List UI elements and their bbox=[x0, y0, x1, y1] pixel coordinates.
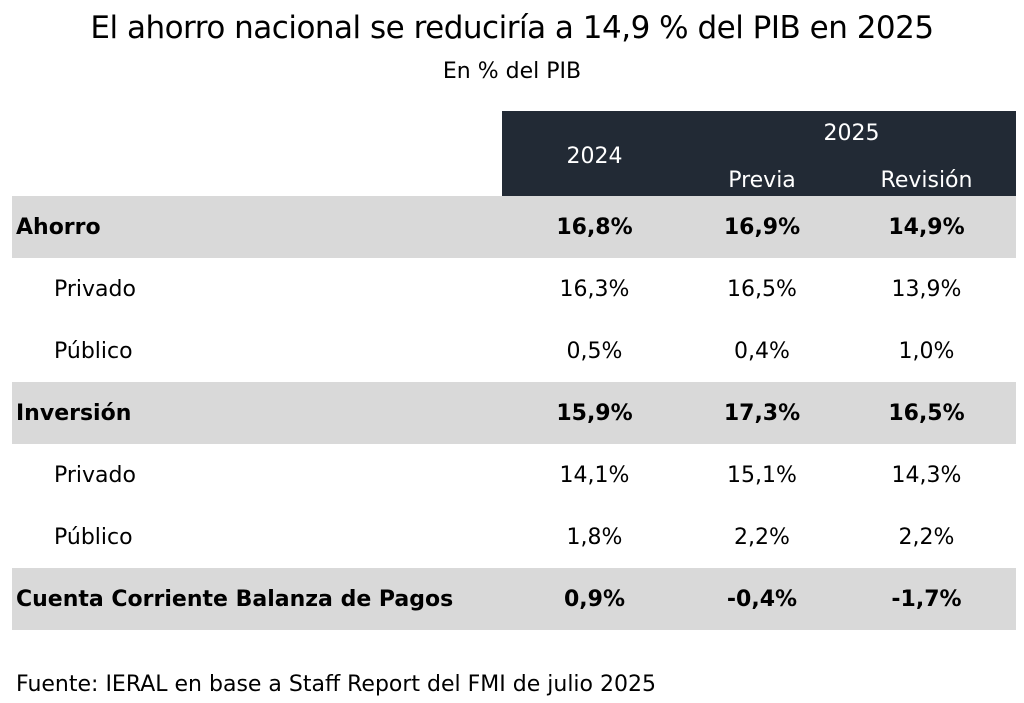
table-row: Cuenta Corriente Balanza de Pagos 0,9% -0,… bbox=[12, 568, 1016, 630]
cell-2025-previa: 2,2% bbox=[734, 524, 790, 550]
cell-2025-revision: 16,5% bbox=[888, 400, 965, 426]
cell-2025-previa: -0,4% bbox=[726, 586, 798, 612]
source-note: Fuente: IERAL en base a Staff Report del… bbox=[16, 672, 656, 697]
column-group-header-2025: 2025 bbox=[823, 121, 880, 146]
row-label: Privado bbox=[54, 462, 136, 488]
cell-2024: 16,8% bbox=[556, 214, 633, 240]
cell-2025-revision: 14,9% bbox=[888, 214, 965, 240]
cell-2025-previa: 17,3% bbox=[723, 400, 801, 426]
table-row: Privado 16,3% 16,5% 13,9% bbox=[12, 258, 1016, 320]
cell-2024: 0,9% bbox=[563, 586, 625, 612]
cell-2024: 14,1% bbox=[559, 462, 630, 488]
data-table: 2024 2025 Previa Revisión Ahorro 16,8% 16,… bbox=[12, 111, 1016, 630]
table-row: Ahorro 16,8% 16,9% 14,9% bbox=[12, 196, 1016, 258]
cell-2025-previa: 0,4% bbox=[734, 338, 790, 364]
row-label: Inversión bbox=[16, 400, 132, 426]
chart-subtitle: En % del PIB bbox=[442, 59, 582, 84]
cell-2025-previa: 15,1% bbox=[727, 462, 797, 488]
column-header-revision: Revisión bbox=[880, 168, 973, 193]
table-header: 2024 2025 Previa Revisión bbox=[12, 111, 1016, 196]
row-label: Público bbox=[54, 524, 133, 550]
table-row: Privado 14,1% 15,1% 14,3% bbox=[12, 444, 1016, 506]
row-label: Cuenta Corriente Balanza de Pagos bbox=[16, 586, 454, 612]
cell-2025-revision: 2,2% bbox=[898, 524, 955, 550]
table-header-background bbox=[502, 111, 1016, 196]
row-label: Ahorro bbox=[16, 214, 101, 240]
cell-2024: 16,3% bbox=[559, 276, 630, 302]
cell-2024: 1,8% bbox=[566, 524, 623, 550]
cell-2024: 0,5% bbox=[566, 338, 623, 364]
table-row: Público 1,8% 2,2% 2,2% bbox=[12, 506, 1016, 568]
column-header-previa: Previa bbox=[728, 168, 796, 193]
cell-2024: 15,9% bbox=[556, 400, 633, 426]
row-label: Público bbox=[54, 338, 133, 364]
cell-2025-revision: -1,7% bbox=[891, 586, 962, 612]
table-row: Inversión 15,9% 17,3% 16,5% bbox=[12, 382, 1016, 444]
cell-2025-revision: 13,9% bbox=[891, 276, 962, 302]
table-row: Público 0,5% 0,4% 1,0% bbox=[12, 320, 1016, 382]
column-header-2024: 2024 bbox=[566, 144, 623, 169]
cell-2025-previa: 16,5% bbox=[727, 276, 797, 302]
chart-title: El ahorro nacional se reduciría a 14,9 %… bbox=[90, 10, 934, 46]
table-body: Ahorro 16,8% 16,9% 14,9% Privado 16,3% 16,5% 13… bbox=[12, 196, 1016, 630]
row-label: Privado bbox=[54, 276, 136, 302]
cell-2025-revision: 1,0% bbox=[898, 338, 955, 364]
cell-2025-revision: 14,3% bbox=[891, 462, 962, 488]
cell-2025-previa: 16,9% bbox=[723, 214, 801, 240]
